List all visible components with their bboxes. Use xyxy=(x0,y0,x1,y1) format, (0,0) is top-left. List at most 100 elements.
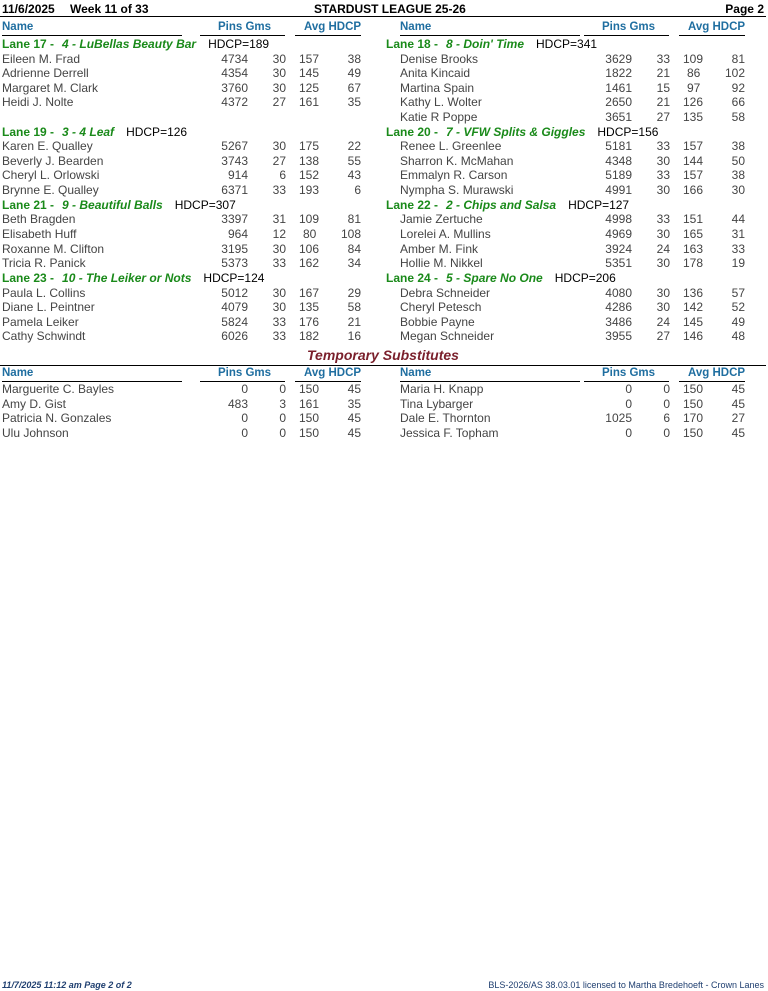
lane-number: Lane 17 - xyxy=(2,37,55,51)
bowler-name: Amber M. Fink xyxy=(400,241,479,256)
bowler-handicap: 108 xyxy=(340,227,361,241)
bowler-handicap: 45 xyxy=(347,382,361,397)
lane-number: Lane 23 - xyxy=(2,271,55,285)
team-name: 10 - The Leiker or Nots xyxy=(62,271,192,285)
bowler-games: 0 xyxy=(663,382,670,397)
team-name: 2 - Chips and Salsa xyxy=(446,197,557,212)
bowler-pins: 5373 xyxy=(221,256,248,271)
bowler-average: 106 xyxy=(299,241,320,256)
team-handicap: HDCP=124 xyxy=(203,271,265,285)
bowler-pins: 6026 xyxy=(221,329,248,344)
bowler-name: Nympha S. Murawski xyxy=(400,183,514,197)
bowler-average: 150 xyxy=(683,396,704,411)
bowler-games: 30 xyxy=(656,183,670,197)
bowler-handicap: 55 xyxy=(347,153,361,168)
bowler-pins: 5012 xyxy=(221,285,248,300)
footer-license: BLS-2026/AS 38.03.01 licensed to Martha … xyxy=(488,980,764,990)
bowler-games: 27 xyxy=(656,329,670,344)
bowler-handicap: 16 xyxy=(347,329,361,344)
bowler-games: 30 xyxy=(656,227,670,241)
bowler-name: Tricia R. Panick xyxy=(2,256,86,271)
bowler-handicap: 45 xyxy=(347,426,361,440)
lane-header: Lane 19 - 3 - 4 Leaf HDCP=126 xyxy=(2,125,187,140)
bowler-pins: 0 xyxy=(241,426,248,440)
bowler-name: Eileen M. Frad xyxy=(2,51,81,66)
team-handicap: HDCP=341 xyxy=(536,37,598,51)
bowler-pins: 4079 xyxy=(221,300,248,315)
column-header-name: Name xyxy=(2,21,34,33)
column-header-avg-hdcp: Avg HDCP xyxy=(688,21,746,33)
bowler-pins: 964 xyxy=(227,227,248,241)
bowler-games: 27 xyxy=(272,153,286,168)
bowler-handicap: 50 xyxy=(731,153,745,168)
bowler-name: Brynne E. Qualley xyxy=(2,183,99,197)
bowler-name: Bobbie Payne xyxy=(400,314,475,329)
bowler-handicap: 35 xyxy=(347,95,361,110)
bowler-games: 12 xyxy=(272,227,286,241)
bowler-pins: 0 xyxy=(625,382,632,397)
bowler-average: 146 xyxy=(683,329,704,344)
bowler-average: 161 xyxy=(299,95,320,110)
bowler-average: 152 xyxy=(299,168,320,183)
bowler-games: 30 xyxy=(272,241,286,256)
column-header-name: Name xyxy=(400,367,432,380)
bowler-average: 150 xyxy=(299,411,320,426)
bowler-handicap: 66 xyxy=(731,95,745,110)
bowler-average: 165 xyxy=(683,227,704,241)
bowler-average: 178 xyxy=(683,256,704,271)
bowler-average: 157 xyxy=(299,51,320,66)
column-header-avg-hdcp: Avg HDCP xyxy=(688,367,746,380)
bowler-pins: 3397 xyxy=(221,212,248,227)
bowler-games: 33 xyxy=(656,139,670,154)
lane-number: Lane 20 - xyxy=(386,124,439,139)
report-header: 11/6/2025 Week 11 of 33 STARDUST LEAGUE … xyxy=(0,0,766,17)
bowler-games: 6 xyxy=(663,411,670,426)
bowler-handicap: 52 xyxy=(731,300,745,315)
bowler-name: Pamela Leiker xyxy=(2,314,79,329)
bowler-handicap: 35 xyxy=(347,396,361,411)
bowler-name: Sharron K. McMahan xyxy=(400,153,514,168)
bowler-name: Heidi J. Nolte xyxy=(2,95,74,110)
column-header-pins-gms: Pins Gms xyxy=(602,367,656,380)
bowler-name: Margaret M. Clark xyxy=(2,80,99,95)
bowler-pins: 1822 xyxy=(605,66,632,81)
bowler-games: 24 xyxy=(656,314,670,329)
bowler-average: 145 xyxy=(299,66,320,81)
bowler-pins: 3743 xyxy=(221,153,248,168)
bowler-games: 3 xyxy=(279,396,286,411)
lane-header: Lane 21 - 9 - Beautiful Balls HDCP=307 xyxy=(2,198,236,213)
underline-avg-hdcp xyxy=(679,381,745,383)
lane-header: Lane 17 - 4 - LuBellas Beauty Bar HDCP=189 xyxy=(2,37,269,52)
underline-pins-gms xyxy=(584,381,669,383)
bowler-pins: 4080 xyxy=(605,285,632,300)
bowler-name: Beth Bragden xyxy=(2,212,76,227)
lane-number: Lane 22 - xyxy=(386,197,439,212)
underline-name xyxy=(2,381,182,383)
bowler-handicap: 27 xyxy=(731,411,745,426)
team-handicap: HDCP=127 xyxy=(568,197,630,212)
underline-avg-hdcp xyxy=(295,381,361,383)
bowler-pins: 3924 xyxy=(605,241,632,256)
bowler-average: 163 xyxy=(683,241,704,256)
bowler-average: 175 xyxy=(299,139,320,154)
bowler-handicap: 102 xyxy=(724,66,745,81)
report-date: 11/6/2025 xyxy=(2,2,55,16)
bowler-handicap: 29 xyxy=(347,285,361,300)
bowler-average: 166 xyxy=(683,183,704,197)
bowler-average: 150 xyxy=(299,382,320,397)
week-label: Week 11 of 33 xyxy=(70,2,149,16)
bowler-games: 21 xyxy=(656,66,670,81)
bowler-name: Kathy L. Wolter xyxy=(400,95,482,110)
column-header-avg-hdcp: Avg HDCP xyxy=(304,367,362,380)
bowler-average: 150 xyxy=(299,426,320,440)
bowler-name: Debra Schneider xyxy=(400,285,491,300)
bowler-name: Hollie M. Nikkel xyxy=(400,256,483,271)
underline-name xyxy=(400,35,580,36)
bowler-handicap: 45 xyxy=(731,396,745,411)
bowler-pins: 4286 xyxy=(605,300,632,315)
bowler-average: 182 xyxy=(299,329,320,344)
column-header-pins-gms: Pins Gms xyxy=(218,21,272,33)
bowler-handicap: 58 xyxy=(731,110,745,124)
bowler-handicap: 48 xyxy=(731,329,745,344)
bowler-pins: 483 xyxy=(227,396,248,411)
